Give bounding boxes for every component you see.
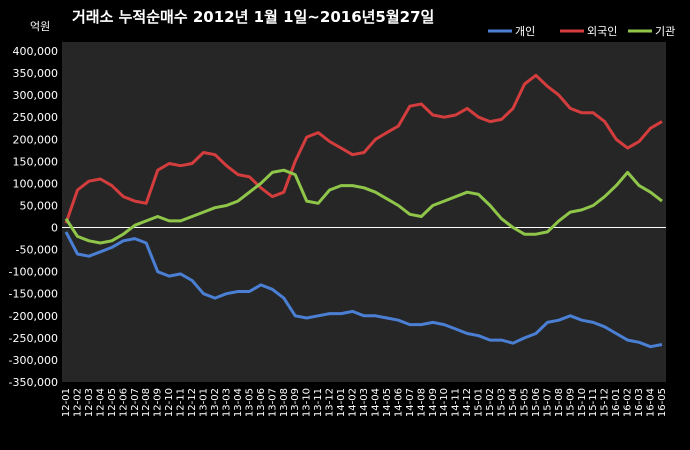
x-tick-label: 15-02	[485, 388, 496, 417]
x-tick-label: 14-01	[336, 388, 347, 417]
x-tick-label: 13-06	[256, 388, 267, 417]
y-tick-label: -50,000	[16, 244, 58, 257]
x-tick-label: 12-10	[164, 388, 175, 417]
x-tick-label: 14-08	[416, 388, 427, 417]
x-tick-label: 14-02	[348, 388, 359, 417]
x-tick-label: 14-04	[370, 388, 381, 417]
x-tick-label: 13-12	[325, 388, 336, 417]
x-tick-label: 14-11	[451, 388, 462, 417]
series-line	[64, 231, 663, 349]
y-tick-label: 250,000	[13, 111, 59, 124]
x-tick-label: 12-01	[61, 388, 72, 417]
x-tick-label: 13-01	[199, 388, 210, 417]
y-tick-label: 0	[51, 222, 58, 235]
x-tick-label: 12-02	[72, 388, 83, 417]
x-tick-label: 15-05	[519, 388, 530, 417]
x-tick-label: 16-01	[611, 388, 622, 417]
y-tick-label: -100,000	[9, 266, 58, 279]
y-tick-label: -350,000	[9, 376, 58, 389]
x-tick-label: 13-04	[233, 388, 244, 417]
x-tick-label: 15-12	[600, 388, 611, 417]
chart-title: 거래소 누적순매수 2012년 1월 1일~2016년5월27일	[72, 8, 434, 26]
series-line	[64, 73, 663, 224]
legend: 개인 외국인 기관	[488, 25, 675, 38]
x-tick-label: 16-05	[657, 388, 668, 417]
x-tick-label: 13-10	[302, 388, 313, 417]
x-tick-label: 12-04	[95, 388, 106, 417]
y-tick-label: 100,000	[13, 177, 59, 190]
x-tick-label: 15-01	[474, 388, 485, 417]
x-tick-label: 15-07	[542, 388, 553, 417]
y-tick-label: 350,000	[13, 67, 59, 80]
series-lines	[64, 73, 663, 349]
x-tick-label: 12-03	[84, 388, 95, 417]
x-tick-label: 12-09	[153, 388, 164, 417]
x-tick-label: 16-03	[634, 388, 645, 417]
x-tick-label: 12-11	[176, 388, 187, 417]
x-tick-label: 13-02	[210, 388, 221, 417]
plot-area	[62, 42, 666, 382]
x-tick-label: 13-09	[290, 388, 301, 417]
x-tick-label: 13-11	[313, 388, 324, 417]
y-axis-unit-label: 억원	[30, 20, 50, 33]
x-tick-label: 13-05	[244, 388, 255, 417]
x-tick-label: 16-02	[623, 388, 634, 417]
x-tick-label: 13-07	[267, 388, 278, 417]
x-tick-label: 14-05	[382, 388, 393, 417]
y-tick-label: -150,000	[9, 288, 58, 301]
y-tick-label: -250,000	[9, 332, 58, 345]
x-tick-label: 12-08	[141, 388, 152, 417]
x-tick-label: 14-07	[405, 388, 416, 417]
x-tick-label: 14-09	[428, 388, 439, 417]
x-axis-ticks: 12-01 12-02 12-03 12-04 12-05 12-06 12-07 12-08…	[61, 388, 668, 417]
x-tick-label: 15-10	[577, 388, 588, 417]
x-tick-label: 14-03	[359, 388, 370, 417]
x-tick-label: 14-10	[439, 388, 450, 417]
y-tick-label: 150,000	[13, 155, 59, 168]
y-tick-label: 200,000	[13, 133, 59, 146]
x-tick-label: 13-08	[279, 388, 290, 417]
series-line	[64, 168, 663, 245]
x-tick-label: 15-09	[565, 388, 576, 417]
x-tick-label: 12-12	[187, 388, 198, 417]
x-tick-label: 15-08	[554, 388, 565, 417]
x-tick-label: 14-06	[393, 388, 404, 417]
x-tick-label: 16-04	[646, 388, 657, 417]
legend-label: 개인	[515, 25, 535, 38]
x-tick-label: 15-04	[508, 388, 519, 417]
x-tick-label: 14-12	[462, 388, 473, 417]
y-tick-label: -300,000	[9, 354, 58, 367]
y-tick-label: 400,000	[13, 45, 59, 58]
x-tick-label: 15-06	[531, 388, 542, 417]
x-tick-label: 15-03	[497, 388, 508, 417]
y-tick-label: 300,000	[13, 89, 59, 102]
legend-label: 외국인	[587, 25, 617, 38]
y-tick-label: 50,000	[20, 199, 59, 212]
y-axis-ticks: 400,000 350,000 300,000 250,000 200,000 150,0…	[9, 45, 58, 389]
x-tick-label: 15-11	[588, 388, 599, 417]
y-tick-label: -200,000	[9, 310, 58, 323]
x-tick-label: 12-07	[130, 388, 141, 417]
x-tick-label: 13-03	[221, 388, 232, 417]
x-tick-label: 12-06	[118, 388, 129, 417]
x-tick-label: 12-05	[107, 388, 118, 417]
legend-label: 기관	[655, 25, 675, 38]
